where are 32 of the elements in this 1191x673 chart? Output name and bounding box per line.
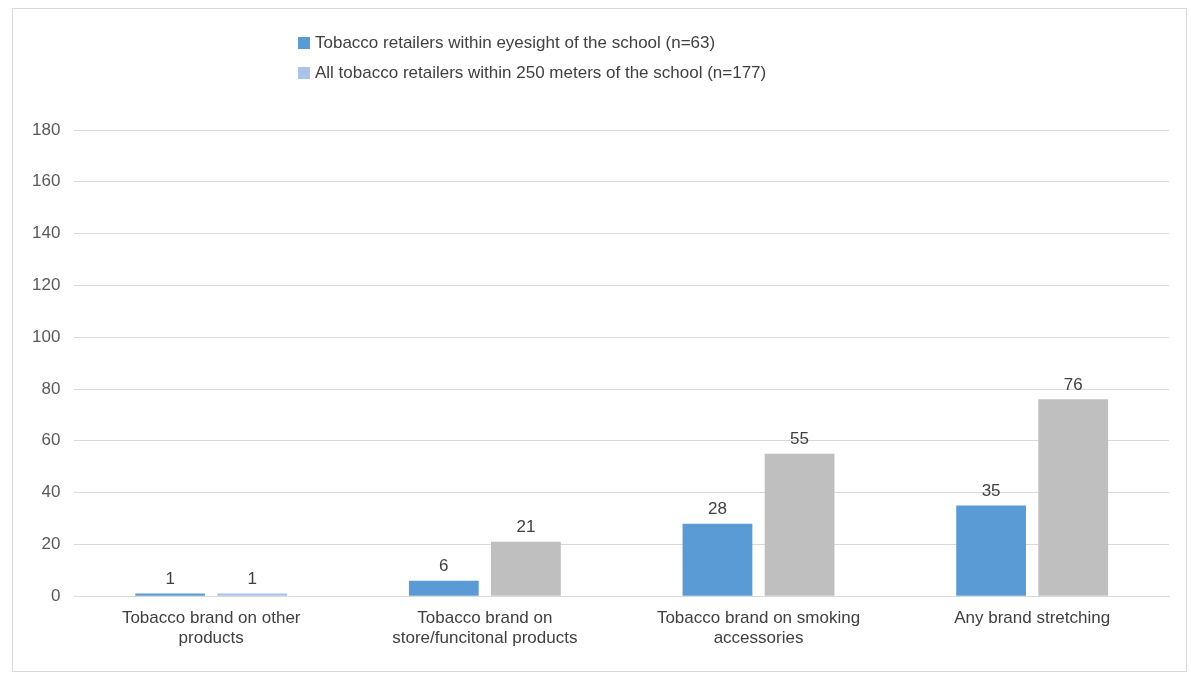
y-tick-label: 40 <box>41 482 61 502</box>
y-tick-label: 20 <box>41 534 61 554</box>
data-label: 6 <box>439 555 449 575</box>
y-tick-label: 60 <box>41 430 61 450</box>
bar <box>135 593 206 596</box>
y-tick-label: 120 <box>31 275 61 295</box>
legend-label: Tobacco retailers within eyesight of the school (n=63) <box>315 33 716 53</box>
bar <box>408 580 479 596</box>
x-tick-label: Tobacco brand on smoking accessories <box>656 608 861 648</box>
y-tick-label: 180 <box>31 119 61 139</box>
data-label: 21 <box>516 517 536 536</box>
y-tick-label: 80 <box>41 378 61 398</box>
legend-label: All tobacco retailers within 250 meters of the school (n=177) <box>315 63 767 83</box>
data-label: 76 <box>1063 374 1083 394</box>
data-label: 28 <box>708 498 727 518</box>
bar <box>764 453 835 596</box>
data-label: 1 <box>247 568 257 588</box>
x-tick-label: Any brand stretching <box>954 608 1111 628</box>
bar <box>491 541 561 596</box>
x-tick-label: Tobacco brand on other products <box>121 608 301 648</box>
y-tick-label: 100 <box>31 326 61 346</box>
y-tick-label: 0 <box>50 585 61 605</box>
x-tick-label: Tobacco brand on store/funcitonal products <box>392 608 578 648</box>
data-label: 55 <box>790 428 810 448</box>
y-tick-label: 160 <box>31 171 61 191</box>
bar <box>682 523 753 596</box>
y-tick-label: 140 <box>31 223 61 243</box>
data-label: 35 <box>981 480 1001 500</box>
data-label: 1 <box>165 568 175 588</box>
bar <box>217 593 288 596</box>
bar <box>956 505 1027 596</box>
bar <box>1038 399 1109 596</box>
